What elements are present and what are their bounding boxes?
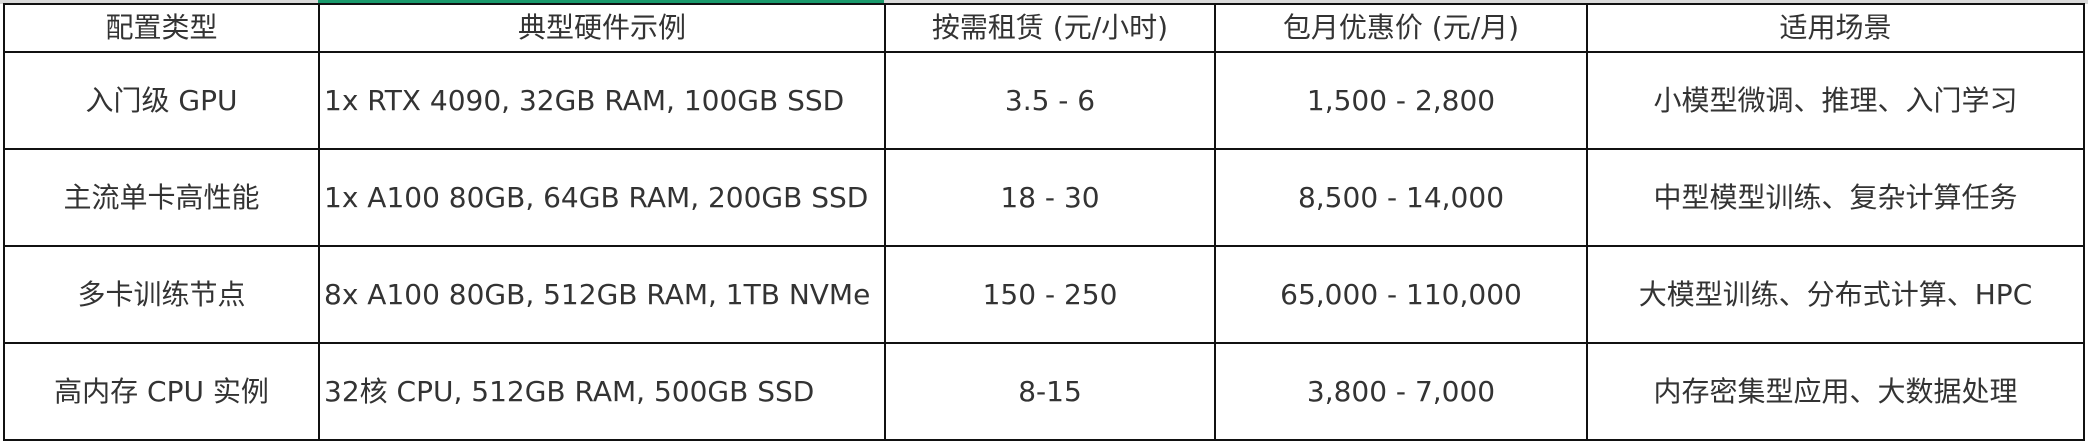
table-row: 入门级 GPU 1x RTX 4090, 32GB RAM, 100GB SSD 3… bbox=[3, 51, 2085, 150]
cell-monthly-price: 1,500 - 2,800 bbox=[1214, 51, 1588, 150]
cell-use-case: 内存密集型应用、大数据处理 bbox=[1586, 342, 2085, 441]
column-header-config-type: 配置类型 bbox=[3, 3, 320, 53]
cell-use-case: 小模型微调、推理、入门学习 bbox=[1586, 51, 2085, 150]
cell-config-type: 入门级 GPU bbox=[3, 51, 320, 150]
column-header-hourly-price: 按需租赁 (元/小时) bbox=[884, 3, 1216, 53]
cell-hourly-price: 3.5 - 6 bbox=[884, 51, 1216, 150]
cell-hardware-example: 8x A100 80GB, 512GB RAM, 1TB NVMe bbox=[318, 245, 886, 344]
pricing-table: 配置类型 典型硬件示例 按需租赁 (元/小时) 包月优惠价 (元/月) 适用场景 入门级… bbox=[3, 3, 2085, 441]
cell-monthly-price: 65,000 - 110,000 bbox=[1214, 245, 1588, 344]
cell-hardware-example: 32核 CPU, 512GB RAM, 500GB SSD bbox=[318, 342, 886, 441]
header-row: 配置类型 典型硬件示例 按需租赁 (元/小时) 包月优惠价 (元/月) 适用场景 bbox=[3, 3, 2085, 53]
cell-hardware-example: 1x RTX 4090, 32GB RAM, 100GB SSD bbox=[318, 51, 886, 150]
cell-config-type: 多卡训练节点 bbox=[3, 245, 320, 344]
cell-hourly-price: 18 - 30 bbox=[884, 148, 1216, 247]
cell-config-type: 主流单卡高性能 bbox=[3, 148, 320, 247]
top-strip bbox=[0, 0, 2088, 4]
cell-use-case: 中型模型训练、复杂计算任务 bbox=[1586, 148, 2085, 247]
column-header-hardware-example: 典型硬件示例 bbox=[318, 3, 886, 53]
column-header-monthly-price: 包月优惠价 (元/月) bbox=[1214, 3, 1588, 53]
cell-monthly-price: 8,500 - 14,000 bbox=[1214, 148, 1588, 247]
cell-use-case: 大模型训练、分布式计算、HPC bbox=[1586, 245, 2085, 344]
cell-hardware-example: 1x A100 80GB, 64GB RAM, 200GB SSD bbox=[318, 148, 886, 247]
table-row: 主流单卡高性能 1x A100 80GB, 64GB RAM, 200GB SSD… bbox=[3, 148, 2085, 247]
table-row: 多卡训练节点 8x A100 80GB, 512GB RAM, 1TB NVMe 1… bbox=[3, 245, 2085, 344]
active-column-indicator bbox=[318, 0, 884, 4]
cell-config-type: 高内存 CPU 实例 bbox=[3, 342, 320, 441]
cell-hourly-price: 150 - 250 bbox=[884, 245, 1216, 344]
cell-monthly-price: 3,800 - 7,000 bbox=[1214, 342, 1588, 441]
column-header-use-case: 适用场景 bbox=[1586, 3, 2085, 53]
table-row: 高内存 CPU 实例 32核 CPU, 512GB RAM, 500GB SSD 8… bbox=[3, 342, 2085, 441]
cell-hourly-price: 8-15 bbox=[884, 342, 1216, 441]
